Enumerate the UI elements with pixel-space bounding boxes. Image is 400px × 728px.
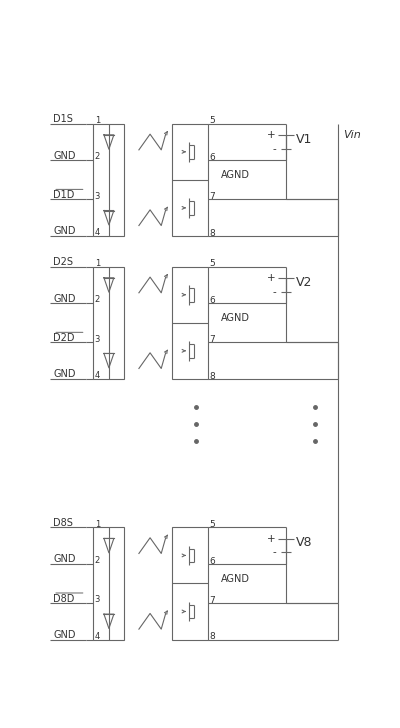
Text: 6: 6 xyxy=(209,296,215,305)
Text: 4: 4 xyxy=(95,632,100,641)
Bar xyxy=(94,527,124,639)
Text: 2: 2 xyxy=(95,296,100,304)
Text: 8: 8 xyxy=(209,632,215,641)
Text: +: + xyxy=(267,130,276,141)
Text: GND: GND xyxy=(53,226,76,237)
Text: GND: GND xyxy=(53,630,76,640)
Text: 3: 3 xyxy=(95,191,100,201)
Text: +: + xyxy=(267,534,276,544)
Text: AGND: AGND xyxy=(220,574,250,584)
Bar xyxy=(172,124,208,236)
Text: 6: 6 xyxy=(209,556,215,566)
Text: D1D: D1D xyxy=(53,190,74,200)
Text: Vin: Vin xyxy=(343,130,361,140)
Bar xyxy=(172,266,208,379)
Text: 1: 1 xyxy=(95,116,100,125)
Text: GND: GND xyxy=(53,369,76,379)
Text: 1: 1 xyxy=(95,259,100,268)
Text: 8: 8 xyxy=(209,371,215,381)
Text: D1S: D1S xyxy=(53,114,73,124)
Text: -: - xyxy=(272,143,276,154)
Bar xyxy=(94,266,124,379)
Text: 2: 2 xyxy=(95,556,100,565)
Text: -: - xyxy=(272,547,276,558)
Text: D2S: D2S xyxy=(53,257,73,267)
Text: 6: 6 xyxy=(209,153,215,162)
Text: 7: 7 xyxy=(209,335,215,344)
Text: AGND: AGND xyxy=(220,313,250,323)
Text: GND: GND xyxy=(53,293,76,304)
Text: -: - xyxy=(272,287,276,297)
Text: 3: 3 xyxy=(95,596,100,604)
Text: 4: 4 xyxy=(95,371,100,380)
Text: 8: 8 xyxy=(209,229,215,237)
Text: 2: 2 xyxy=(95,152,100,162)
Text: 7: 7 xyxy=(209,192,215,201)
Text: V2: V2 xyxy=(296,276,312,289)
Text: V1: V1 xyxy=(296,132,312,146)
Text: 5: 5 xyxy=(209,259,215,269)
Text: 4: 4 xyxy=(95,228,100,237)
Text: V8: V8 xyxy=(296,537,313,550)
Bar xyxy=(94,124,124,236)
Text: GND: GND xyxy=(53,554,76,564)
Text: 1: 1 xyxy=(95,520,100,529)
Text: D2D: D2D xyxy=(53,333,74,343)
Bar xyxy=(172,527,208,639)
Text: D8D: D8D xyxy=(53,593,74,604)
Text: 5: 5 xyxy=(209,520,215,529)
Text: 3: 3 xyxy=(95,335,100,344)
Text: 7: 7 xyxy=(209,596,215,605)
Text: +: + xyxy=(267,273,276,283)
Text: AGND: AGND xyxy=(220,170,250,181)
Text: 5: 5 xyxy=(209,116,215,125)
Text: GND: GND xyxy=(53,151,76,161)
Text: D8S: D8S xyxy=(53,518,73,528)
